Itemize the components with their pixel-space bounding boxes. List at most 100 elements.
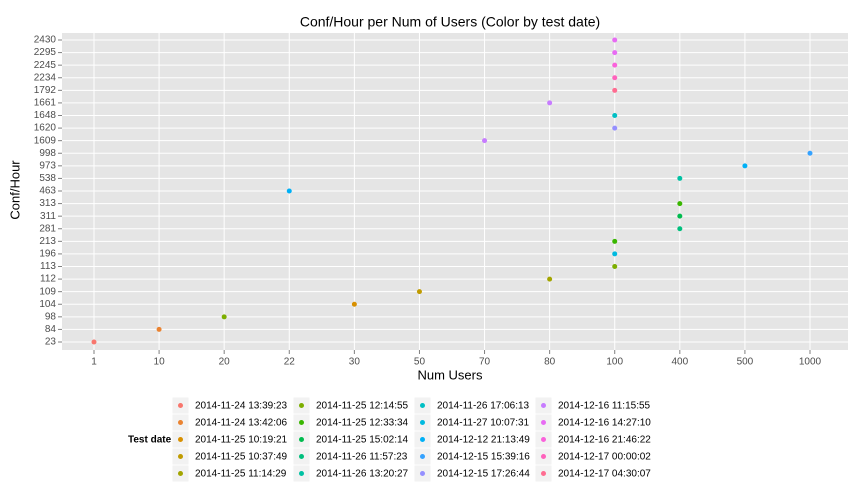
point bbox=[416, 289, 422, 295]
point bbox=[91, 339, 97, 345]
y-tick-label: 2245 bbox=[34, 60, 57, 71]
y-tick-label: 196 bbox=[39, 249, 56, 260]
legend-marker bbox=[299, 437, 304, 442]
legend-marker bbox=[178, 454, 183, 459]
y-tick-label: 973 bbox=[39, 160, 56, 171]
legend-label: 2014-11-25 12:33:34 bbox=[316, 418, 409, 429]
point bbox=[677, 175, 683, 181]
x-tick-label: 80 bbox=[544, 357, 556, 368]
legend-marker bbox=[178, 437, 183, 442]
legend-label: 2014-11-26 13:20:27 bbox=[316, 469, 409, 480]
legend-label: 2014-11-24 13:42:06 bbox=[195, 418, 288, 429]
point bbox=[221, 314, 227, 320]
legend-label: 2014-12-17 00:00:02 bbox=[558, 452, 651, 463]
legend-marker bbox=[420, 471, 425, 476]
legend-marker bbox=[541, 420, 546, 425]
y-tick-label: 104 bbox=[39, 299, 56, 310]
y-tick-label: 1620 bbox=[34, 123, 57, 134]
y-tick-label: 2295 bbox=[34, 47, 57, 58]
y-tick-label: 313 bbox=[39, 198, 56, 209]
point bbox=[612, 50, 618, 56]
y-tick-label: 1609 bbox=[34, 135, 57, 146]
x-tick-label: 1 bbox=[91, 357, 97, 368]
point bbox=[612, 264, 618, 269]
legend-title: Test date bbox=[128, 435, 172, 446]
legend-marker bbox=[541, 403, 546, 408]
point bbox=[547, 100, 553, 106]
legend-label: 2014-11-25 11:14:29 bbox=[195, 469, 287, 480]
legend-label: 2014-12-17 04:30:07 bbox=[558, 469, 651, 480]
y-tick-label: 311 bbox=[40, 211, 56, 222]
legend-label: 2014-11-25 10:37:49 bbox=[195, 452, 288, 463]
y-tick-label: 113 bbox=[40, 261, 56, 272]
legend-label: 2014-12-15 15:39:16 bbox=[437, 452, 530, 463]
legend-label: 2014-12-16 21:46:22 bbox=[558, 435, 651, 446]
legend-label: 2014-11-25 12:14:55 bbox=[316, 401, 409, 412]
legend-marker bbox=[299, 420, 304, 425]
legend-marker bbox=[541, 454, 546, 459]
y-tick-label: 112 bbox=[40, 274, 56, 285]
legend-marker bbox=[178, 471, 183, 476]
point bbox=[482, 138, 488, 144]
legend-label: 2014-11-25 15:02:14 bbox=[316, 435, 409, 446]
x-tick-label: 10 bbox=[154, 357, 166, 368]
legend-marker bbox=[541, 437, 546, 442]
y-axis-label: Conf/Hour bbox=[7, 160, 22, 220]
legend-label: 2014-11-26 11:57:23 bbox=[316, 452, 408, 463]
y-tick-label: 1648 bbox=[34, 110, 57, 121]
y-tick-label: 463 bbox=[39, 186, 56, 197]
legend-label: 2014-12-16 11:15:55 bbox=[558, 401, 651, 412]
x-tick-label: 30 bbox=[349, 357, 361, 368]
y-tick-label: 109 bbox=[39, 286, 56, 297]
legend-marker bbox=[541, 471, 546, 476]
legend-marker bbox=[420, 437, 425, 442]
point bbox=[286, 188, 292, 194]
x-axis-label: Num Users bbox=[417, 367, 483, 382]
y-tick-label: 281 bbox=[39, 223, 56, 234]
x-tick-label: 22 bbox=[284, 357, 296, 368]
y-tick-label: 1792 bbox=[34, 85, 57, 96]
legend-marker bbox=[420, 403, 425, 408]
y-tick-label: 23 bbox=[45, 337, 57, 348]
legend-label: 2014-11-27 10:07:31 bbox=[437, 418, 530, 429]
legend-marker bbox=[420, 454, 425, 459]
y-tick-label: 538 bbox=[39, 173, 56, 184]
point bbox=[677, 226, 683, 232]
y-tick-label: 84 bbox=[45, 324, 57, 335]
point bbox=[612, 125, 618, 131]
legend-marker bbox=[299, 471, 304, 476]
point bbox=[612, 238, 618, 244]
point bbox=[547, 276, 553, 282]
y-tick-label: 2430 bbox=[34, 35, 57, 46]
point bbox=[612, 87, 618, 93]
point bbox=[612, 37, 618, 43]
point bbox=[807, 150, 813, 156]
point bbox=[742, 163, 748, 169]
y-tick-label: 1661 bbox=[34, 98, 57, 109]
x-tick-label: 70 bbox=[479, 357, 491, 368]
point bbox=[612, 62, 618, 68]
x-tick-label: 1000 bbox=[799, 357, 822, 368]
y-tick-label: 998 bbox=[39, 148, 56, 159]
legend-label: 2014-11-25 10:19:21 bbox=[195, 435, 288, 446]
x-tick-label: 20 bbox=[219, 357, 231, 368]
legend-label: 2014-11-24 13:39:23 bbox=[195, 401, 288, 412]
legend-marker bbox=[299, 403, 304, 408]
legend-label: 2014-12-12 21:13:49 bbox=[437, 435, 530, 446]
y-tick-label: 98 bbox=[45, 311, 57, 322]
legend-marker bbox=[299, 454, 304, 459]
chart-title: Conf/Hour per Num of Users (Color by tes… bbox=[300, 14, 600, 30]
point bbox=[677, 213, 683, 219]
x-tick-label: 400 bbox=[671, 357, 688, 368]
point bbox=[612, 75, 618, 81]
y-tick-label: 213 bbox=[39, 236, 56, 247]
point bbox=[612, 251, 618, 257]
legend-label: 2014-12-15 17:26:44 bbox=[437, 469, 530, 480]
point bbox=[612, 113, 618, 118]
legend-marker bbox=[178, 420, 183, 425]
point bbox=[156, 326, 162, 332]
x-tick-label: 50 bbox=[414, 357, 426, 368]
point bbox=[351, 301, 357, 307]
legend-marker bbox=[420, 420, 425, 425]
legend-marker bbox=[178, 403, 183, 408]
